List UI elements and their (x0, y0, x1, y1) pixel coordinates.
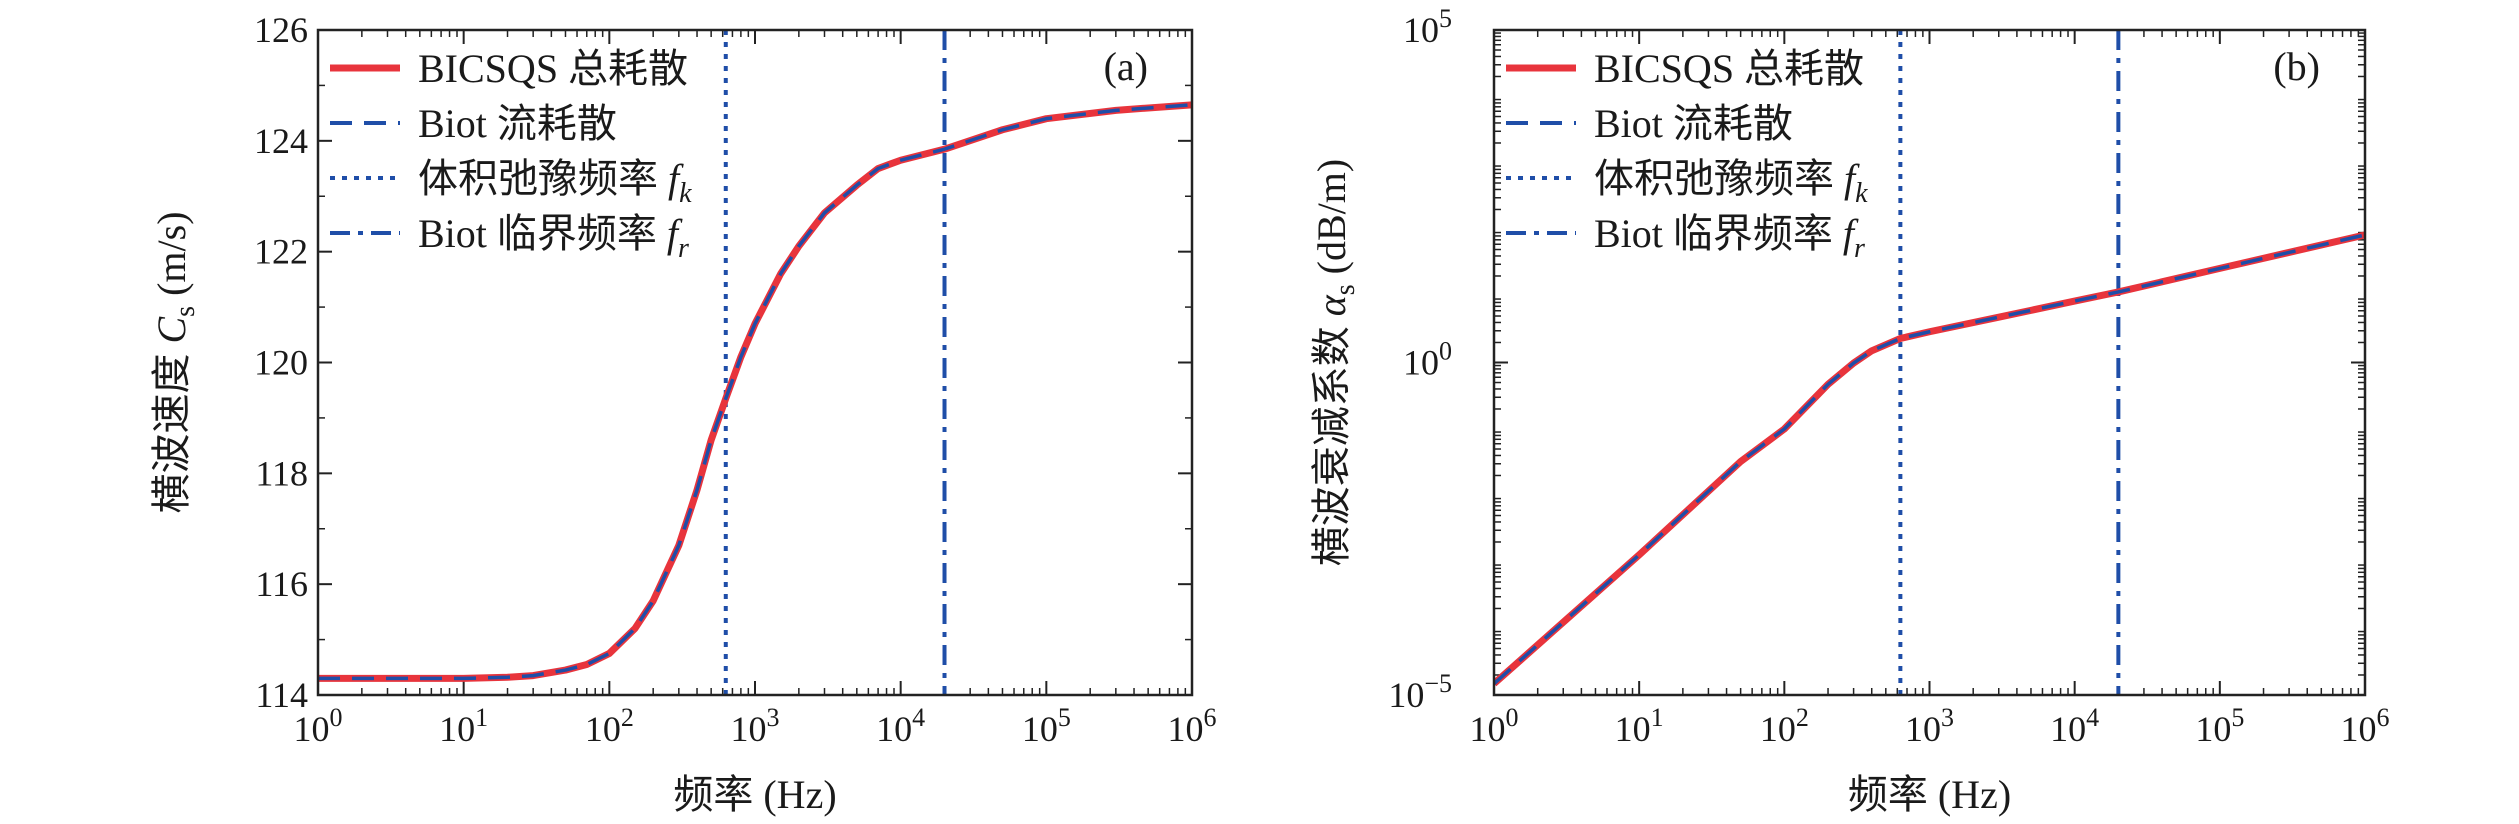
y-tick-label: 118 (255, 453, 308, 493)
y-tick-label: 116 (255, 564, 308, 604)
x-tick-label: 106 (1168, 703, 1217, 749)
y-tick-label: 10−5 (1388, 669, 1452, 715)
y-tick-label: 126 (254, 10, 308, 50)
y-tick-label: 124 (254, 121, 308, 161)
x-axis-label: 频率 (Hz) (673, 772, 836, 817)
panel-tag: (b) (2273, 44, 2320, 89)
series-line-biot (318, 103, 1192, 681)
y-tick-label: 105 (1403, 4, 1452, 50)
y-axis-label: 横波衰减系数 αs (dB/m) (1309, 159, 1361, 566)
x-tick-label: 101 (439, 703, 488, 749)
series-line-bicsqs (1494, 231, 2365, 687)
legend-label: Biot 流耗散 (418, 101, 617, 146)
x-tick-label: 102 (585, 703, 634, 749)
y-tick-label: 100 (1403, 337, 1452, 383)
x-tick-label: 104 (2050, 703, 2099, 749)
legend-label: BICSQS 总耗散 (1594, 46, 1864, 91)
y-tick-label: 122 (254, 232, 308, 272)
x-tick-label: 105 (2195, 703, 2244, 749)
panel-a: 100 101 102 103 104 105 106 114 116 118 120 122 124 1… (149, 10, 1217, 817)
x-tick-label: 102 (1760, 703, 1809, 749)
y-tick-label: 114 (255, 675, 308, 715)
x-tick-label: 100 (1470, 703, 1519, 749)
y-tick-label: 120 (254, 343, 308, 383)
legend-label: Biot 临界频率 fr (418, 211, 689, 264)
x-tick-label: 106 (2341, 703, 2390, 749)
legend-label: Biot 临界频率 fr (1594, 211, 1865, 264)
plot-frame (1492, 28, 2367, 697)
panel-tag: (a) (1104, 44, 1148, 89)
x-tick-label: 105 (1022, 703, 1071, 749)
x-tick-label: 103 (1905, 703, 1954, 749)
legend-label: 体积弛豫频率 fk (418, 156, 692, 209)
panel-b: 100 101 102 103 104 105 106 10−5 100 105 BICSQS 总耗… (1309, 4, 2390, 817)
x-tick-label: 101 (1615, 703, 1664, 749)
x-tick-label: 100 (294, 703, 343, 749)
x-tick-label: 103 (731, 703, 780, 749)
legend-label: Biot 流耗散 (1594, 101, 1793, 146)
plot-frame (316, 28, 1194, 697)
y-axis-label: 横波速度 Cs (m/s) (149, 211, 201, 513)
series-line-biot (1494, 233, 2365, 685)
x-axis-label: 频率 (Hz) (1848, 772, 2011, 817)
x-tick-label: 104 (876, 703, 925, 749)
legend-label: BICSQS 总耗散 (418, 46, 688, 91)
legend-label: 体积弛豫频率 fk (1594, 156, 1868, 209)
